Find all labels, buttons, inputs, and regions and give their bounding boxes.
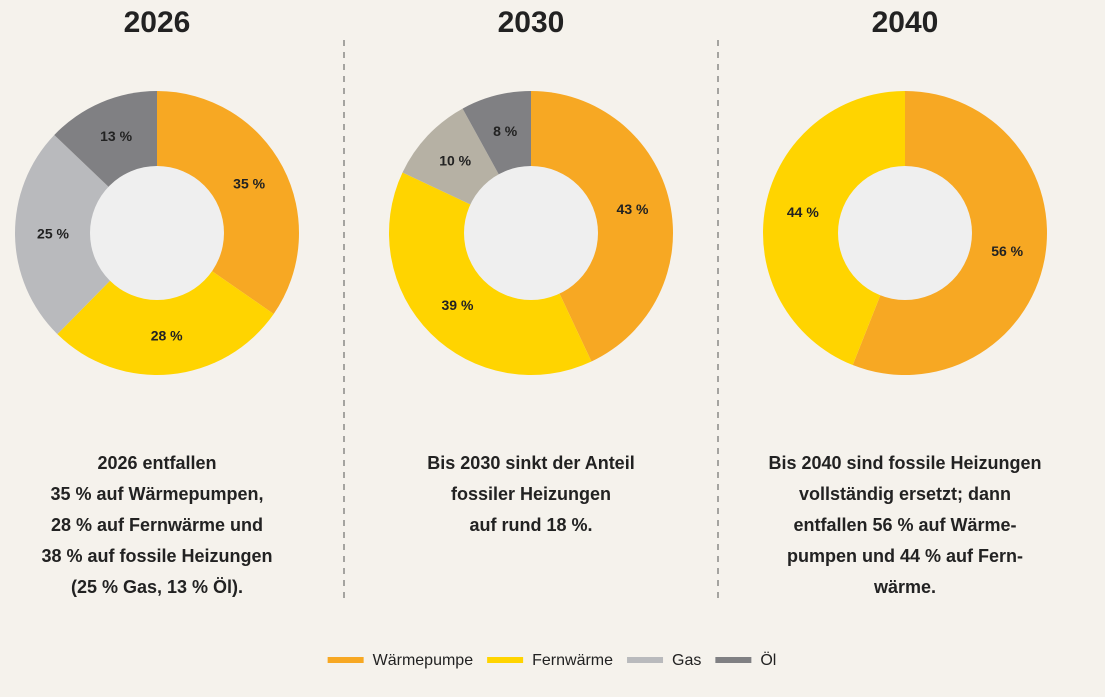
- donut-hole: [90, 166, 224, 300]
- data-label: 39 %: [441, 297, 473, 313]
- caption: Bis 2030 sinkt der Anteil: [427, 453, 634, 473]
- data-label: 28 %: [151, 327, 183, 343]
- slice: [57, 233, 274, 376]
- legend-swatch: [715, 657, 752, 663]
- caption: 38 % auf fossile Heizungen: [41, 546, 272, 566]
- legend-label: Fernwärme: [532, 652, 613, 669]
- data-label: 35 %: [233, 175, 265, 191]
- legend-label: Wärmepumpe: [373, 652, 474, 669]
- slice: [14, 134, 157, 335]
- caption: entfallen 56 % auf Wärme-: [793, 515, 1016, 535]
- slice: [157, 91, 299, 314]
- caption: 28 % auf Fernwärme und: [51, 515, 263, 535]
- legend-swatch: [487, 657, 524, 663]
- donut-hole: [464, 166, 598, 300]
- chart-title: 2026: [124, 6, 191, 39]
- caption: vollständig ersetzt; dann: [799, 484, 1011, 504]
- caption: 35 % auf Wärmepumpen,: [50, 484, 263, 504]
- caption: wärme.: [873, 577, 936, 597]
- data-label: 8 %: [493, 123, 518, 139]
- caption: Bis 2040 sind fossile Heizungen: [768, 453, 1041, 473]
- donut-hole: [838, 166, 972, 300]
- data-label: 25 %: [37, 225, 69, 241]
- caption: pumpen und 44 % auf Fern-: [787, 546, 1023, 566]
- caption: auf rund 18 %.: [469, 515, 592, 535]
- caption: fossiler Heizungen: [451, 484, 611, 504]
- legend-swatch: [327, 657, 364, 663]
- data-label: 10 %: [439, 153, 471, 169]
- chart-title: 2030: [498, 6, 565, 39]
- data-label: 56 %: [991, 243, 1023, 259]
- data-label: 43 %: [617, 201, 649, 217]
- legend-label: Öl: [760, 651, 776, 669]
- data-label: 13 %: [100, 128, 132, 144]
- caption: (25 % Gas, 13 % Öl).: [71, 577, 243, 597]
- chart-title: 2040: [872, 6, 939, 39]
- legend-label: Gas: [672, 652, 701, 669]
- data-label: 44 %: [787, 204, 819, 220]
- slice: [531, 91, 673, 362]
- slice: [763, 91, 905, 366]
- caption: 2026 entfallen: [97, 453, 216, 473]
- legend-swatch: [627, 657, 664, 663]
